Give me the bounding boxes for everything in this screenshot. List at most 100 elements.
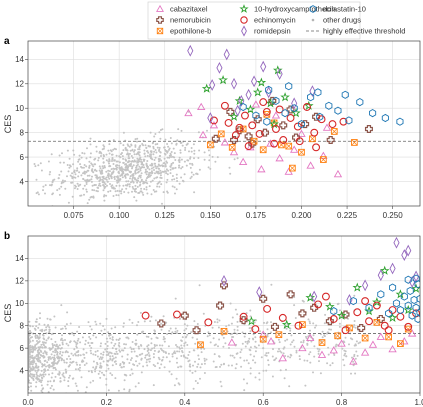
other-drug-point bbox=[120, 190, 123, 193]
other-drug-point bbox=[100, 366, 103, 369]
other-drug-point bbox=[208, 334, 211, 337]
other-drug-point bbox=[203, 151, 206, 154]
dolastatin-10-point bbox=[392, 299, 401, 308]
other-drug-point bbox=[183, 323, 186, 326]
other-drug-point bbox=[158, 350, 161, 353]
other-drug-point bbox=[111, 347, 114, 350]
other-drug-point bbox=[53, 178, 56, 181]
other-drug-point bbox=[249, 367, 252, 370]
other-drug-point bbox=[31, 339, 34, 342]
echinomycin-point bbox=[339, 117, 348, 126]
other-drug-point bbox=[140, 179, 143, 182]
panel-b-series-nemorubicin bbox=[157, 281, 385, 335]
other-drug-point bbox=[94, 320, 97, 323]
other-drug-point bbox=[323, 335, 326, 338]
other-drug-point bbox=[96, 355, 99, 358]
nemorubicin-point bbox=[279, 121, 288, 130]
panel-a-frame bbox=[27, 40, 421, 207]
other-drug-point bbox=[134, 172, 137, 175]
other-drug-point bbox=[352, 364, 355, 367]
other-drug-point bbox=[72, 163, 75, 166]
other-drug-point bbox=[34, 334, 37, 337]
other-drug-point bbox=[353, 324, 356, 326]
other-drug-point bbox=[164, 351, 167, 354]
epothilone-b-point bbox=[259, 146, 267, 154]
other-drug-point bbox=[154, 156, 157, 159]
other-drug-point bbox=[58, 173, 61, 176]
other-drug-point bbox=[95, 170, 98, 172]
dolastatin-10-point bbox=[265, 85, 273, 94]
x-tick-label: 0.250 bbox=[383, 211, 404, 220]
other-drug-point bbox=[137, 151, 140, 154]
other-drug-point bbox=[354, 326, 357, 329]
dolastatin-10-point bbox=[408, 311, 416, 320]
other-drug-point bbox=[44, 192, 46, 195]
echinomycin-point bbox=[210, 116, 218, 125]
other-drug-point bbox=[29, 331, 32, 334]
x-tick-label: 0.175 bbox=[246, 211, 267, 220]
other-drug-point bbox=[158, 146, 161, 149]
other-drug-point bbox=[146, 192, 149, 195]
other-drug-point bbox=[61, 152, 63, 155]
other-drug-point bbox=[102, 167, 105, 170]
other-drug-point bbox=[43, 323, 46, 326]
other-drug-point bbox=[116, 189, 119, 192]
other-drug-point bbox=[136, 160, 139, 163]
marker-square bbox=[239, 125, 247, 133]
other-drug-point bbox=[145, 177, 148, 180]
other-drug-point bbox=[52, 358, 55, 361]
other-drug-point bbox=[316, 347, 319, 350]
romidepsin-point bbox=[409, 276, 416, 288]
other-drug-point bbox=[55, 345, 58, 348]
other-drug-point bbox=[126, 358, 129, 361]
other-drug-point bbox=[129, 175, 132, 178]
other-drug-point bbox=[158, 131, 161, 134]
other-drug-point bbox=[342, 340, 345, 343]
other-drug-point bbox=[92, 334, 95, 337]
other-drug-point bbox=[131, 160, 134, 162]
other-drug-point bbox=[184, 149, 187, 151]
other-drug-point bbox=[153, 329, 156, 332]
other-drug-point bbox=[64, 180, 67, 183]
other-drug-point bbox=[134, 343, 137, 346]
other-drug-point bbox=[118, 349, 121, 352]
other-drug-point bbox=[152, 356, 155, 359]
marker-square bbox=[206, 141, 214, 149]
other-drug-point bbox=[55, 343, 58, 346]
other-drug-point bbox=[76, 395, 78, 397]
romidepsin-point bbox=[234, 104, 241, 117]
marker-cross bbox=[157, 28, 163, 34]
panel-b-series-romidepsin bbox=[220, 236, 420, 306]
other-drug-point bbox=[76, 188, 79, 190]
other-drug-point bbox=[265, 352, 268, 355]
other-drug-point bbox=[99, 376, 102, 379]
other-drug-point bbox=[150, 342, 153, 345]
other-drug-point bbox=[69, 165, 72, 168]
nemorubicin-point bbox=[364, 124, 373, 133]
nemorubicin-point bbox=[220, 281, 228, 290]
other-drug-point bbox=[196, 382, 199, 385]
other-drug-point bbox=[165, 181, 168, 184]
other-drug-point bbox=[110, 168, 113, 171]
dolastatin-10-point bbox=[281, 109, 289, 118]
other-drug-point bbox=[43, 364, 46, 367]
other-drug-point bbox=[144, 171, 147, 174]
other-drug-point bbox=[194, 370, 197, 373]
other-drug-point bbox=[78, 369, 81, 372]
other-drug-point bbox=[31, 363, 34, 366]
other-drug-point bbox=[289, 343, 292, 346]
other-drug-point bbox=[158, 158, 161, 161]
other-drug-point bbox=[326, 362, 329, 365]
echinomycin-point bbox=[224, 118, 233, 127]
other-drug-point bbox=[157, 356, 160, 359]
other-drug-point bbox=[58, 344, 61, 347]
10-hydroxycamptothecin-point bbox=[403, 304, 414, 315]
marker-cross bbox=[250, 138, 258, 145]
10-hydroxycamptothecin-point bbox=[336, 310, 347, 320]
other-drug-point bbox=[30, 367, 33, 370]
other-drug-point bbox=[44, 341, 47, 344]
10-hydroxycamptothecin-point bbox=[352, 282, 363, 292]
other-drug-point bbox=[180, 141, 183, 144]
other-drug-point bbox=[121, 174, 124, 176]
other-drug-point bbox=[152, 153, 155, 156]
